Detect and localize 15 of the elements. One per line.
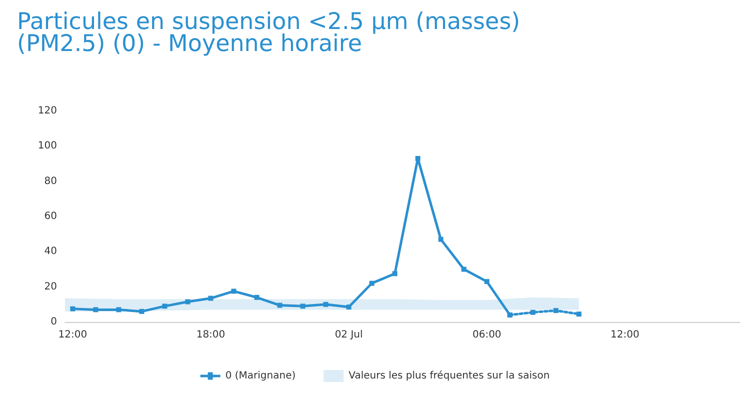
legend-label: 0 (Marignane) — [225, 370, 296, 382]
y-tick-label: 120 — [38, 106, 57, 116]
x-tick-label: 12:00 — [610, 330, 640, 340]
x-tick-label: 12:00 — [58, 330, 88, 340]
y-tick-label: 80 — [44, 176, 57, 187]
x-tick-label: 02 Jul — [334, 330, 363, 340]
y-tick-label: 100 — [38, 140, 57, 152]
x-tick-label: 18:00 — [196, 330, 226, 340]
y-tick-label: 20 — [44, 281, 57, 292]
legend-label: Valeurs les plus fréquentes sur la saison — [348, 370, 550, 382]
y-tick-label: 0 — [50, 316, 57, 328]
y-tick-label: 60 — [44, 211, 57, 222]
y-tick-label: 40 — [44, 246, 57, 258]
chart-title: Particules en suspension <2.5 µm (masses) (PM2.5) (0) - Moyenne horaire — [17, 9, 520, 57]
x-tick-label: 06:00 — [472, 330, 502, 340]
